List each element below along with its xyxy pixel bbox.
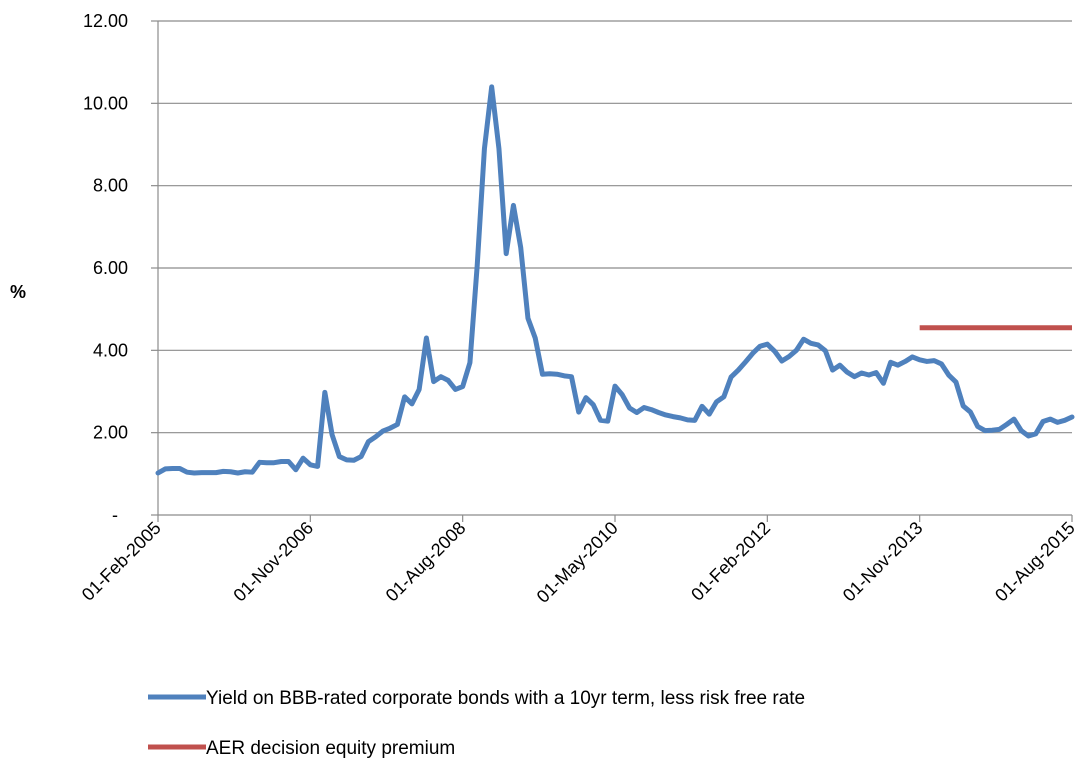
x-tick-label: 01-May-2010 — [533, 518, 622, 607]
y-axis-ticks: - 2.00 4.00 6.00 8.00 10.00 12.00 — [83, 11, 158, 525]
x-tick-label: 01-Feb-2012 — [687, 518, 774, 605]
x-tick-label: 01-Feb-2005 — [78, 518, 165, 605]
x-tick-label: 01-Aug-2015 — [991, 518, 1079, 606]
y-tick-label: 2.00 — [93, 423, 128, 443]
y-tick-label: - — [112, 505, 118, 525]
y-axis-label: % — [10, 282, 26, 302]
y-tick-label: 12.00 — [83, 11, 128, 31]
x-tick-label: 01-Nov-2006 — [229, 518, 317, 606]
y-tick-label: 10.00 — [83, 93, 128, 113]
y-tick-label: 6.00 — [93, 258, 128, 278]
y-tick-label: 4.00 — [93, 340, 128, 360]
gridlines — [158, 20, 1072, 434]
legend-label-aer-premium: AER decision equity premium — [206, 738, 455, 759]
series-line-bbb-yield — [155, 84, 1075, 476]
legend: Yield on BBB-rated corporate bonds with … — [148, 688, 805, 759]
y-tick-label: 8.00 — [93, 176, 128, 196]
x-tick-label: 01-Aug-2008 — [382, 518, 470, 606]
series-lines — [155, 84, 1075, 476]
x-axis-ticks: 01-Feb-2005 01-Nov-2006 01-Aug-2008 01-May-… — [78, 515, 1079, 607]
x-tick-label: 01-Nov-2013 — [839, 518, 927, 606]
legend-label-bbb-yield: Yield on BBB-rated corporate bonds with … — [206, 688, 805, 709]
